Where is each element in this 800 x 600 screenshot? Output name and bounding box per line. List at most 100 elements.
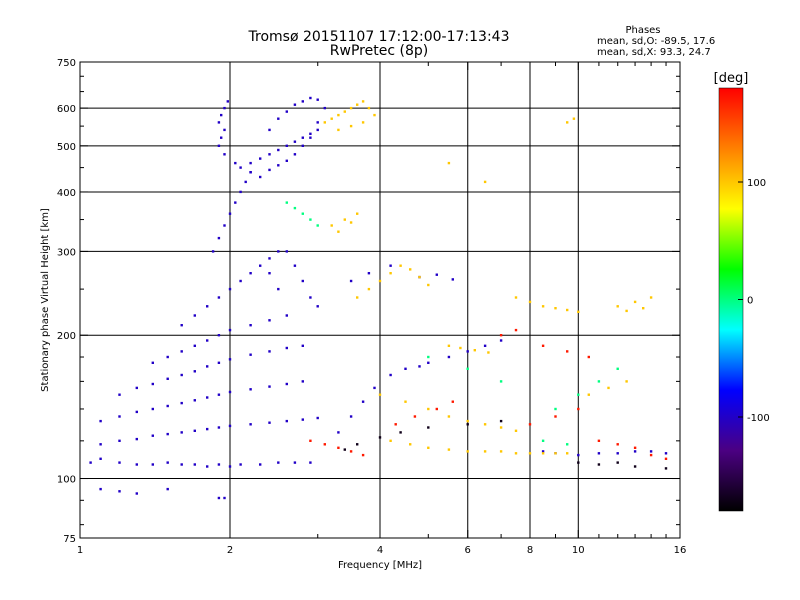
data-point (249, 324, 252, 327)
y-axis-label: Stationary phase Virtual Height [km] (40, 208, 51, 392)
data-point (166, 461, 169, 464)
data-point (394, 423, 397, 426)
data-point (664, 467, 668, 470)
data-point (330, 117, 333, 120)
data-point (514, 296, 518, 299)
data-point (285, 110, 288, 113)
data-point (447, 448, 451, 451)
data-point (337, 128, 340, 132)
data-point (249, 272, 252, 275)
data-point (554, 307, 557, 310)
data-point (217, 393, 221, 396)
data-point (633, 300, 637, 304)
data-point (118, 393, 121, 396)
data-point (220, 113, 223, 117)
data-point (277, 117, 280, 120)
data-point (577, 407, 580, 411)
data-point (211, 250, 215, 253)
data-point (228, 328, 232, 332)
data-point (223, 106, 226, 110)
data-point (427, 283, 430, 287)
data-point (451, 400, 454, 403)
data-point (228, 287, 232, 291)
data-point (389, 272, 392, 275)
y-tick-label: 200 (57, 331, 76, 342)
data-point (418, 275, 421, 279)
data-point (466, 423, 469, 426)
data-point (483, 450, 487, 453)
data-point (447, 344, 451, 347)
data-point (566, 308, 569, 312)
data-point (337, 446, 340, 449)
data-point (180, 350, 183, 353)
data-point (309, 96, 312, 100)
colorbar-ticks: 100 0 -100 (738, 178, 770, 424)
x-tick-label: 4 (377, 545, 383, 556)
data-point (607, 386, 610, 390)
data-point (206, 365, 209, 368)
data-point (528, 452, 532, 455)
data-point (268, 385, 271, 388)
data-point (309, 461, 312, 464)
data-point (343, 110, 346, 113)
data-point (323, 106, 326, 110)
data-point (309, 296, 312, 299)
data-point (514, 429, 518, 432)
data-point (151, 463, 154, 466)
data-point (404, 367, 407, 370)
data-point (356, 443, 359, 446)
data-point (285, 382, 288, 386)
data-point (118, 490, 121, 493)
data-point (285, 144, 288, 147)
data-point (180, 324, 183, 327)
data-point (309, 136, 312, 139)
data-point (217, 426, 221, 429)
data-point (118, 415, 121, 418)
data-point (151, 407, 154, 411)
data-point (277, 287, 280, 291)
data-point (249, 423, 252, 426)
data-point (228, 358, 232, 361)
data-point (356, 103, 359, 106)
data-point (541, 305, 545, 308)
data-point (483, 344, 487, 347)
data-point (277, 250, 280, 253)
data-point (268, 168, 271, 172)
data-point (554, 415, 557, 418)
data-point (285, 159, 288, 162)
x-tick-label: 16 (674, 545, 687, 556)
data-point (541, 344, 545, 347)
data-point (427, 426, 430, 429)
data-point (89, 461, 92, 464)
data-point (293, 461, 297, 464)
data-point (259, 175, 262, 179)
data-point (301, 279, 304, 283)
stats-x-line: mean, sd,X: 93.3, 24.7 (597, 47, 711, 58)
data-point (223, 153, 226, 156)
data-point (409, 268, 412, 271)
data-point (349, 124, 353, 128)
data-point (409, 443, 412, 446)
data-point (399, 264, 402, 267)
data-point (361, 400, 365, 403)
data-point (361, 100, 365, 103)
data-point (427, 446, 430, 449)
colorbar-label: [deg] (714, 71, 749, 86)
data-point (268, 350, 271, 353)
data-point (193, 370, 196, 373)
data-point (316, 98, 319, 101)
data-point (151, 434, 154, 437)
data-point (566, 121, 569, 124)
data-point (566, 452, 569, 455)
data-point (249, 161, 252, 165)
data-point (206, 339, 209, 342)
data-point (151, 361, 154, 364)
data-point (99, 487, 102, 491)
data-point (239, 166, 242, 169)
data-point (166, 355, 169, 359)
data-point (293, 206, 297, 210)
data-point (633, 465, 637, 468)
data-point (473, 349, 476, 352)
data-point (349, 221, 353, 224)
